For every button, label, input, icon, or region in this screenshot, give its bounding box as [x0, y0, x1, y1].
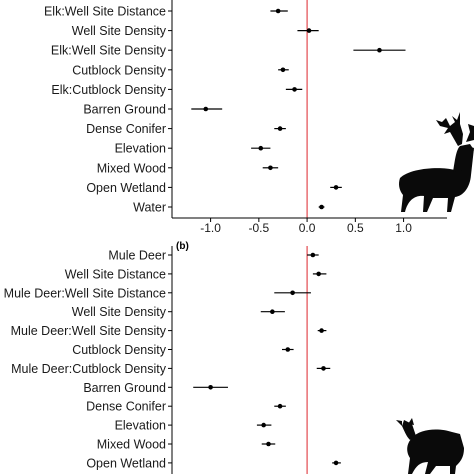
y-tick-label: Well Site Density — [72, 305, 167, 319]
x-tick-label: 0.0 — [299, 221, 316, 235]
y-tick-label: Mixed Wood — [97, 438, 166, 452]
mule-deer-silhouette-icon — [396, 418, 464, 474]
y-tick-label: Open Wetland — [86, 181, 166, 195]
y-tick-label: Mule Deer:Well Site Density — [11, 324, 167, 338]
estimate-point — [275, 8, 281, 14]
estimate-point — [333, 460, 339, 466]
y-tick-label: Mixed Wood — [97, 161, 166, 175]
coefficient-marks — [191, 8, 406, 210]
y-tick-label: Cutblock Density — [72, 343, 167, 357]
estimate-point — [290, 290, 295, 296]
estimate-point — [319, 328, 324, 333]
y-tick-label: Dense Conifer — [86, 122, 166, 136]
estimate-point — [277, 403, 283, 409]
y-tick-label: Mule Deer:Well Site Distance — [4, 286, 166, 300]
estimate-point — [277, 126, 283, 131]
estimate-point — [319, 204, 324, 210]
y-tick-label: Dense Conifer — [86, 400, 166, 414]
axes — [168, 246, 173, 474]
y-tick-label: Elk:Well Site Density — [51, 44, 167, 58]
x-tick-label: -0.5 — [248, 221, 269, 235]
y-tick-label: Mule Deer — [108, 249, 166, 263]
estimate-point — [321, 366, 326, 371]
estimate-point — [377, 47, 382, 53]
x-tick-labels: -1.0 -0.5 0.0 0.5 1.0 — [200, 221, 412, 235]
estimate-point — [258, 145, 264, 151]
estimate-point — [310, 252, 316, 258]
y-tick-label: Barren Ground — [83, 381, 166, 395]
y-tick-label: Cutblock Density — [72, 63, 167, 77]
estimate-point — [306, 28, 312, 33]
estimate-point — [261, 422, 266, 428]
y-tick-labels: Mule Deer Well Site Distance Mule Deer:Wel… — [4, 249, 167, 471]
y-tick-labels: Elk:Well Site Distance Well Site Density E… — [44, 5, 167, 215]
y-tick-label: Elevation — [115, 142, 166, 156]
estimate-point — [316, 271, 321, 277]
y-tick-label: Well Site Distance — [65, 267, 166, 281]
estimate-point — [333, 185, 339, 190]
estimate-point — [268, 165, 273, 171]
estimate-point — [280, 67, 286, 73]
panel-b-label: (b) — [176, 241, 189, 252]
estimate-point — [292, 87, 297, 92]
x-tick-label: 1.0 — [395, 221, 412, 235]
estimate-point — [266, 441, 271, 447]
y-tick-label: Mule Deer:Cutblock Density — [11, 362, 167, 376]
estimate-point — [208, 385, 213, 390]
y-tick-label: Open Wetland — [86, 456, 166, 470]
y-tick-label: Well Site Density — [72, 24, 167, 38]
axes — [168, 0, 447, 222]
panel-a-elk: Elk:Well Site Distance Well Site Density E… — [44, 0, 474, 235]
y-tick-label: Elk:Well Site Distance — [44, 5, 166, 19]
estimate-point — [270, 309, 275, 315]
panel-b-mule-deer: Mule Deer Well Site Distance Mule Deer:Wel… — [4, 246, 464, 474]
y-tick-label: Water — [133, 201, 166, 215]
x-tick-label: 0.5 — [347, 221, 364, 235]
coefficient-marks — [193, 252, 341, 466]
y-tick-label: Elk:Cutblock Density — [51, 83, 166, 97]
x-tick-label: -1.0 — [200, 221, 221, 235]
y-tick-label: Barren Ground — [83, 103, 166, 117]
estimate-point — [285, 347, 291, 352]
estimate-point — [203, 106, 209, 112]
elk-silhouette-icon — [399, 112, 474, 212]
y-tick-label: Elevation — [115, 419, 166, 433]
